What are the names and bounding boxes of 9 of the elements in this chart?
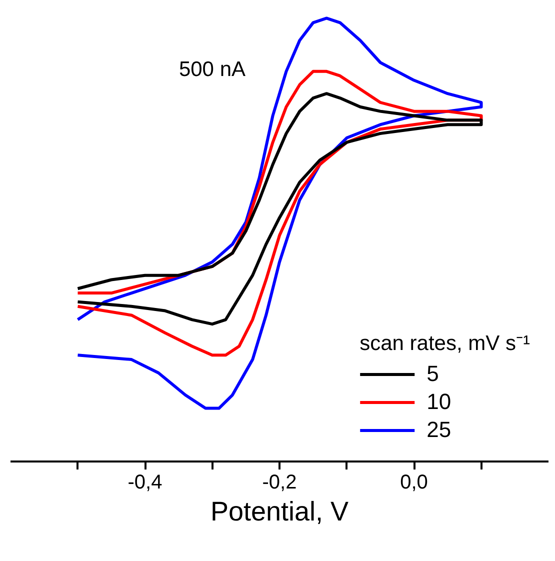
x-axis-title: Potential, V [210, 496, 349, 526]
x-tick-label: 0,0 [400, 472, 428, 494]
legend-label: 10 [426, 389, 452, 415]
legend-title: scan rates, mV s⁻¹ [360, 331, 530, 356]
annotation: 500 nA [178, 58, 246, 81]
x-tick-label: -0,4 [128, 472, 162, 494]
x-tick-label: -0,2 [262, 472, 297, 494]
legend-label: 25 [426, 417, 452, 443]
legend-label: 5 [426, 361, 440, 387]
